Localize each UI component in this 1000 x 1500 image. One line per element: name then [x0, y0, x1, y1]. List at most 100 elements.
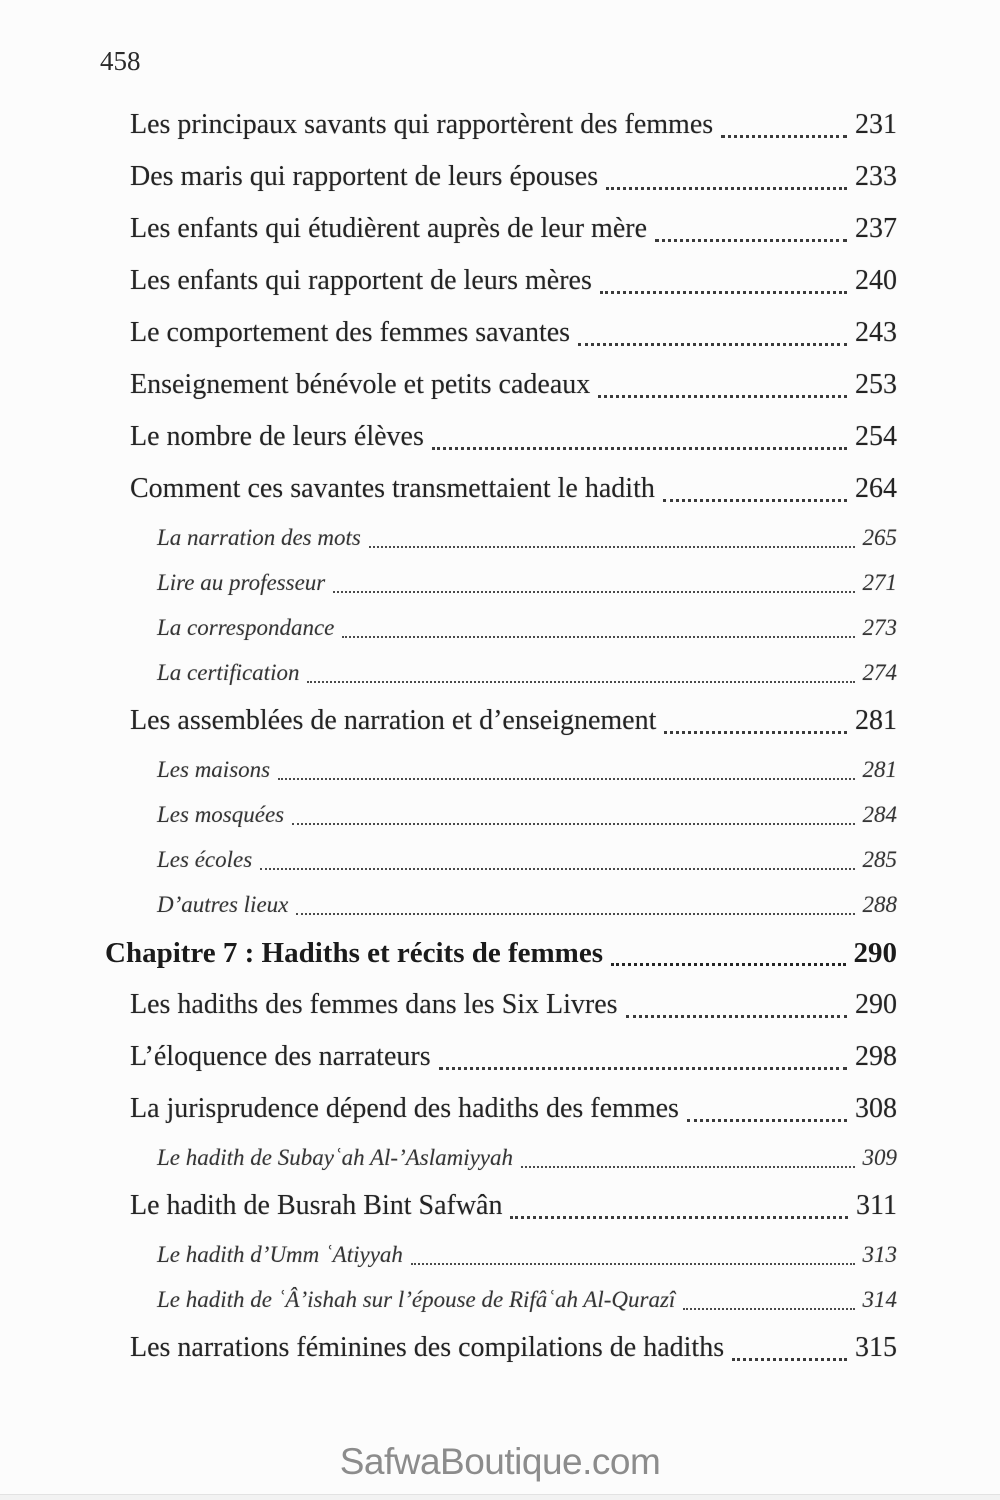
toc-subentry: La correspondance 273: [130, 605, 897, 650]
toc-subentry: Le hadith de Subayʿah Al-’Aslamiyyah 309: [130, 1135, 897, 1180]
toc-entry-title: Les principaux savants qui rapportèrent …: [130, 109, 714, 140]
dot-leader: [368, 515, 855, 560]
toc-entry-page: 233: [855, 161, 897, 192]
toc-subentry: Lire au professeur 271: [130, 560, 897, 605]
toc-subentry: D’autres lieux 288: [130, 882, 897, 927]
toc-entry: Les enfants qui étudièrent auprès de leu…: [130, 203, 897, 255]
table-of-contents: Les principaux savants qui rapportèrent …: [105, 99, 897, 1374]
toc-entry-title: La narration des mots: [157, 525, 361, 550]
page-number: 458: [100, 46, 141, 76]
toc-entry-title: Des maris qui rapportent de leurs épouse…: [130, 161, 599, 192]
toc-entry-title: Le comportement des femmes savantes: [130, 317, 571, 348]
toc-entry-page: 273: [862, 615, 898, 640]
toc-subentry: Les maisons 281: [130, 747, 897, 792]
toc-entry-page: 284: [862, 802, 898, 827]
toc-entry-title: La correspondance: [157, 615, 335, 640]
toc-entry-page: 315: [855, 1332, 897, 1363]
toc-entry: Les enfants qui rapportent de leurs mère…: [130, 255, 897, 307]
toc-entry-title: Les assemblées de narration et d’enseign…: [130, 705, 657, 736]
toc-entry-page: 309: [862, 1145, 898, 1170]
dot-leader: [664, 695, 847, 747]
toc-chapter-page: 290: [853, 937, 898, 969]
toc-entry: Les assemblées de narration et d’enseign…: [130, 695, 897, 747]
dot-leader: [578, 307, 847, 359]
toc-entry-page: 308: [855, 1093, 897, 1124]
dot-leader: [611, 927, 846, 979]
dot-leader: [686, 1083, 848, 1135]
dot-leader: [655, 203, 847, 255]
toc-entry-page: 274: [862, 660, 898, 685]
toc-entry-title: Le hadith de Busrah Bint Safwân: [130, 1190, 503, 1221]
toc-entry: Enseignement bénévole et petits cadeaux 2…: [130, 359, 897, 411]
toc-entry-title: Les maisons: [157, 757, 271, 782]
toc-entry: Les narrations féminines des compilation…: [130, 1322, 897, 1374]
toc-entry-title: Les écoles: [157, 847, 253, 872]
dot-leader: [438, 1031, 848, 1083]
dot-leader: [599, 255, 848, 307]
toc-entry-page: 254: [855, 421, 897, 452]
toc-entry-title: D’autres lieux: [157, 892, 289, 917]
dot-leader: [662, 463, 848, 515]
toc-entry-page: 314: [862, 1287, 898, 1312]
toc-entry-page: 285: [862, 847, 898, 872]
dot-leader: [278, 747, 855, 792]
toc-entry-title: Lire au professeur: [157, 570, 326, 595]
toc-entry-page: 271: [862, 570, 898, 595]
bottom-edge-line: [0, 1494, 1000, 1500]
toc-entry-title: Les mosquées: [157, 802, 285, 827]
toc-entry-title: La jurisprudence dépend des hadiths des …: [130, 1093, 679, 1124]
dot-leader: [732, 1322, 847, 1374]
dot-leader: [510, 1180, 848, 1232]
toc-entry-title: Enseignement bénévole et petits cadeaux: [130, 369, 591, 400]
toc-entry: Le nombre de leurs élèves 254: [130, 411, 897, 463]
dot-leader: [625, 979, 848, 1031]
dot-leader: [333, 560, 855, 605]
toc-entry-title: Le hadith d’Umm ʿAtiyyah: [157, 1242, 403, 1267]
toc-chapter-heading: Chapitre 7 : Hadiths et récits de femmes…: [105, 927, 897, 979]
dot-leader: [292, 792, 855, 837]
toc-entry: Les hadiths des femmes dans les Six Livr…: [130, 979, 897, 1031]
toc-entry-page: 231: [855, 109, 897, 140]
toc-entry-page: 240: [855, 265, 897, 296]
toc-entry-title: Le nombre de leurs élèves: [130, 421, 424, 452]
toc-entry-page: 311: [856, 1190, 897, 1221]
toc-subentry: Les écoles 285: [130, 837, 897, 882]
toc-entry-title: Les enfants qui étudièrent auprès de leu…: [130, 213, 648, 244]
toc-subentry: La certification 274: [130, 650, 897, 695]
toc-entry-page: 288: [862, 892, 898, 917]
dot-leader: [431, 411, 848, 463]
dot-leader: [342, 605, 855, 650]
toc-entry-title: La certification: [157, 660, 300, 685]
toc-entry-page: 313: [862, 1242, 898, 1267]
toc-entry-page: 281: [855, 705, 897, 736]
toc-entry: Le comportement des femmes savantes 243: [130, 307, 897, 359]
toc-entry-page: 281: [862, 757, 898, 782]
toc-entry: L’éloquence des narrateurs 298: [130, 1031, 897, 1083]
toc-entry-title: L’éloquence des narrateurs: [130, 1041, 431, 1072]
dot-leader: [598, 359, 847, 411]
toc-subentry: Les mosquées 284: [130, 792, 897, 837]
toc-entry: Des maris qui rapportent de leurs épouse…: [130, 151, 897, 203]
toc-entry-page: 237: [855, 213, 897, 244]
dot-leader: [260, 837, 855, 882]
toc-entry-title: Les enfants qui rapportent de leurs mère…: [130, 265, 592, 296]
toc-subentry: Le hadith de ʿÂ’ishah sur l’épouse de Ri…: [130, 1277, 897, 1322]
dot-leader: [410, 1232, 855, 1277]
toc-subentry: La narration des mots 265: [130, 515, 897, 560]
toc-entry-title: Comment ces savantes transmettaient le h…: [130, 473, 655, 504]
footer-watermark: SafwaBoutique.com: [339, 1441, 661, 1482]
toc-chapter-title: Chapitre 7 : Hadiths et récits de femmes: [105, 937, 603, 969]
toc-entry-title: Le hadith de ʿÂ’ishah sur l’épouse de Ri…: [157, 1287, 676, 1312]
dot-leader: [721, 99, 847, 151]
toc-subentry: Le hadith d’Umm ʿAtiyyah 313: [130, 1232, 897, 1277]
toc-entry-title: Les narrations féminines des compilation…: [130, 1332, 725, 1363]
dot-leader: [307, 650, 855, 695]
dot-leader: [296, 882, 855, 927]
dot-leader: [521, 1135, 855, 1180]
toc-entry-title: Le hadith de Subayʿah Al-’Aslamiyyah: [157, 1145, 514, 1170]
toc-entry-title: Les hadiths des femmes dans les Six Livr…: [130, 989, 618, 1020]
toc-entry-page: 298: [855, 1041, 897, 1072]
toc-entry-page: 265: [862, 525, 898, 550]
toc-entry-page: 290: [855, 989, 897, 1020]
